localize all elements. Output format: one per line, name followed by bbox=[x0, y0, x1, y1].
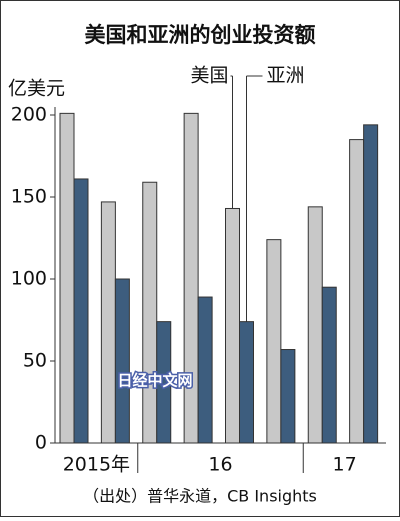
bar bbox=[307, 206, 323, 444]
bar bbox=[114, 278, 130, 444]
bar bbox=[349, 139, 365, 444]
y-axis-label: 亿美元 bbox=[8, 78, 65, 100]
x-group-label: 16 bbox=[208, 454, 232, 476]
bar bbox=[156, 321, 172, 444]
bar bbox=[266, 239, 282, 444]
bar bbox=[142, 181, 158, 444]
bar bbox=[280, 349, 296, 444]
bar bbox=[225, 207, 240, 444]
y-tick-label: 150 bbox=[11, 186, 47, 208]
bar bbox=[73, 178, 89, 444]
y-tick-label: 100 bbox=[11, 268, 47, 290]
bar bbox=[321, 286, 337, 444]
y-tick-label: 50 bbox=[23, 350, 47, 372]
bar bbox=[59, 112, 75, 444]
bar bbox=[363, 124, 379, 444]
y-tick-label: 200 bbox=[11, 104, 47, 126]
bar bbox=[197, 296, 213, 444]
watermark: 日经中文网 bbox=[117, 372, 192, 390]
x-group-label: 2015年 bbox=[63, 454, 130, 476]
source: （出处）普华永道，CB Insights bbox=[83, 487, 317, 506]
y-tick-label: 0 bbox=[35, 432, 47, 454]
bar bbox=[100, 201, 116, 444]
x-group-label: 17 bbox=[333, 454, 357, 476]
bar bbox=[239, 321, 254, 444]
legend-label: 美国 bbox=[190, 65, 228, 87]
legend-label: 亚洲 bbox=[267, 65, 305, 87]
chart-title: 美国和亚洲的创业投资额 bbox=[85, 23, 316, 47]
bar bbox=[183, 112, 199, 444]
